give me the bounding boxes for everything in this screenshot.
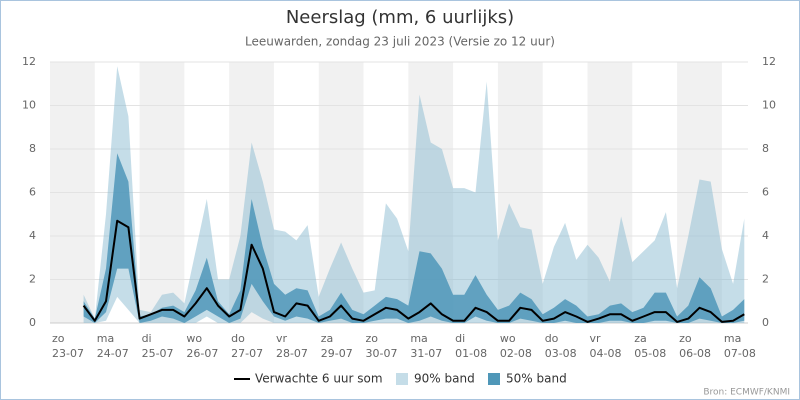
x-tick-label: ma 07-08: [724, 332, 756, 360]
legend-label: 50% band: [506, 372, 567, 386]
x-tick-label: vr 04-08: [589, 332, 621, 360]
y-tick-label: 6: [762, 186, 769, 199]
x-tick-label: di 01-08: [455, 332, 487, 360]
legend-swatch: [396, 373, 408, 385]
y-tick-label: 0: [762, 316, 769, 329]
x-tick-label: za 05-08: [634, 332, 666, 360]
y-tick-label: 12: [762, 55, 776, 68]
y-tick-label: 4: [762, 229, 769, 242]
x-tick-label: za 29-07: [321, 332, 353, 360]
x-tick-label: di 25-07: [142, 332, 174, 360]
y-tick-label: 10: [762, 99, 776, 112]
y-tick-label: 2: [29, 273, 36, 286]
x-tick-label: zo 06-08: [679, 332, 711, 360]
y-tick-label: 10: [22, 99, 36, 112]
x-tick-label: do 03-08: [545, 332, 577, 360]
y-tick-label: 8: [29, 142, 36, 155]
y-tick-label: 2: [762, 273, 769, 286]
x-tick-label: ma 31-07: [410, 332, 442, 360]
y-tick-label: 12: [22, 55, 36, 68]
chart-subtitle: Leeuwarden, zondag 23 juli 2023 (Versie …: [245, 35, 555, 49]
y-tick-label: 8: [762, 142, 769, 155]
y-tick-label: 6: [29, 186, 36, 199]
x-tick-label: do 27-07: [231, 332, 263, 360]
legend-swatch: [488, 373, 500, 385]
band-area: [83, 153, 745, 323]
x-tick-label: zo 23-07: [52, 332, 84, 360]
legend-label: Verwachte 6 uur som: [255, 372, 383, 386]
legend-label: 90% band: [414, 372, 475, 386]
source: Bron: ECMWF/KNMI: [703, 388, 790, 398]
y-tick-label: 4: [29, 229, 36, 242]
x-tick-label: wo 02-08: [500, 332, 532, 360]
y-tick-label: 0: [29, 316, 36, 329]
chart-title: Neerslag (mm, 6 uurlijks): [286, 7, 514, 28]
plot-area: [50, 61, 748, 324]
median-line: [82, 219, 745, 323]
x-tick-label: wo 26-07: [186, 332, 218, 360]
x-tick-label: zo 30-07: [366, 332, 398, 360]
x-tick-label: vr 28-07: [276, 332, 308, 360]
x-tick-label: ma 24-07: [97, 332, 129, 360]
